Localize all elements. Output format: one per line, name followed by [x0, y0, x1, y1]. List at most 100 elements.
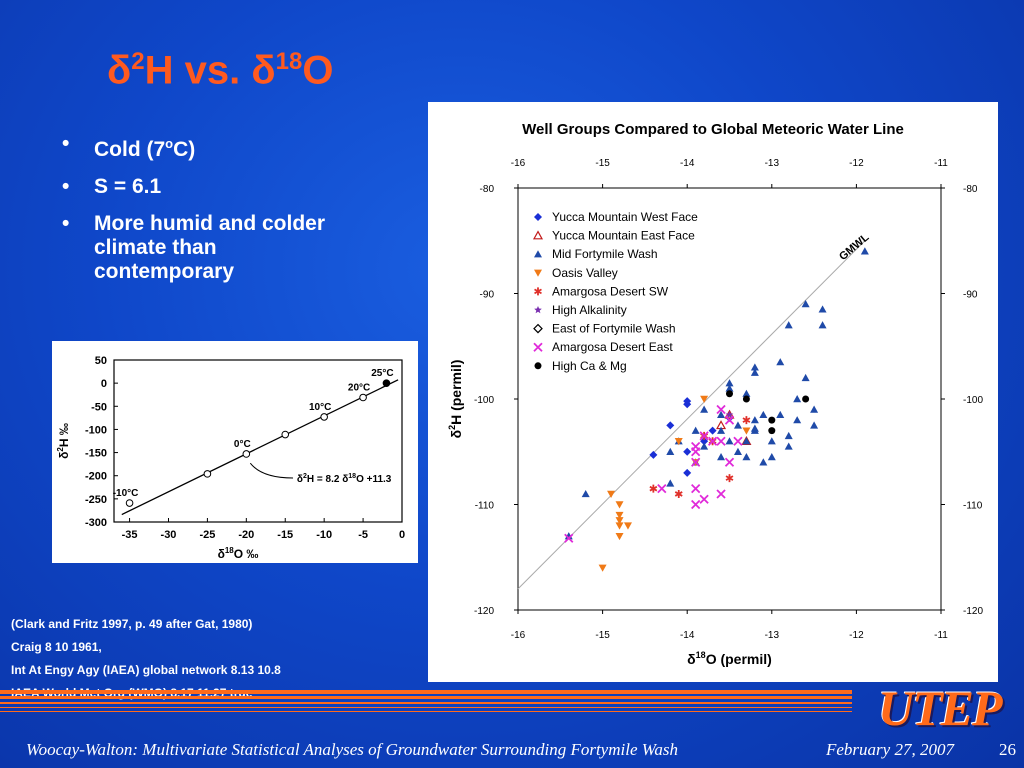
data-point [581, 489, 590, 498]
data-point [801, 373, 810, 382]
data-point [768, 427, 776, 435]
data-point [767, 453, 776, 461]
data-point [699, 494, 709, 504]
data-point [666, 447, 675, 455]
legend-marker [534, 362, 542, 370]
data-point [691, 447, 701, 457]
inset-x-tick-label: -35 [122, 529, 138, 541]
data-point [691, 484, 701, 494]
legend-marker [533, 323, 543, 334]
data-point [607, 490, 616, 498]
data-point [717, 426, 726, 434]
data-point [759, 458, 768, 466]
data-point [649, 484, 658, 493]
data-point [666, 479, 675, 487]
inset-regression-line [121, 379, 399, 516]
series-3 [598, 395, 751, 572]
data-point [700, 442, 709, 450]
footer-date: February 27, 2007 [826, 740, 954, 759]
legend-marker [534, 287, 542, 296]
x-tick-label-top: -11 [934, 158, 948, 169]
legend-label: Oasis Valley [552, 266, 618, 280]
data-point [717, 453, 726, 461]
x-tick-label-top: -14 [680, 158, 695, 169]
inset-y-tick-label: -250 [85, 494, 107, 506]
reference-line: Int At Engy Agy (IAEA) global network 8.… [11, 663, 281, 677]
data-point [742, 427, 751, 435]
inset-point [382, 379, 391, 387]
data-point [674, 489, 683, 498]
inset-point-label: -10°C [113, 488, 139, 499]
inset-y-tick-label: 50 [95, 355, 107, 367]
bullet-item: • Cold (7oC) [62, 132, 362, 162]
data-point [725, 437, 734, 445]
data-point [716, 489, 726, 499]
data-point [615, 522, 624, 530]
data-point [793, 416, 802, 424]
inset-y-tick-label: -100 [85, 424, 107, 436]
data-point [860, 247, 869, 255]
bullet-dot-icon: • [62, 132, 70, 155]
utep-logo: UTEP [878, 680, 1003, 736]
inset-leader-line [249, 462, 294, 479]
x-axis-label: δ18O (permil) [687, 650, 772, 667]
page-number: 26 [999, 740, 1016, 759]
bullet-dot-icon: • [62, 212, 70, 235]
y-tick-label-right: -100 [963, 395, 983, 406]
legend-marker [534, 250, 542, 258]
bullet-item: • S = 6.1 [62, 175, 362, 199]
series-8 [726, 390, 810, 435]
data-point [750, 368, 759, 376]
bullet-item: • More humid and colder climate than cont… [62, 212, 362, 284]
data-point [674, 438, 683, 446]
inset-point [203, 470, 212, 478]
series-5 [725, 410, 734, 419]
data-point [615, 501, 624, 509]
data-point [784, 431, 793, 440]
data-point [742, 416, 751, 425]
inset-y-tick-label: -150 [85, 448, 107, 460]
data-point [776, 358, 785, 366]
reference-line: (Clark and Fritz 1997, p. 49 after Gat, … [11, 617, 253, 631]
data-point [683, 468, 692, 477]
data-point [750, 424, 759, 432]
data-point [717, 410, 726, 419]
decorative-stripes [0, 690, 852, 728]
legend-label: Yucca Mountain East Face [552, 229, 695, 243]
gmwl-line [517, 240, 866, 590]
inset-y-tick-label: 0 [101, 378, 107, 390]
bullet-list: • Cold (7oC) • S = 6.1 • More humid and col… [62, 132, 362, 297]
legend-marker [534, 269, 542, 277]
data-point [776, 410, 785, 419]
data-point [725, 384, 734, 392]
legend-label: East of Fortymile Wash [552, 322, 676, 336]
data-point [564, 533, 574, 543]
data-point [733, 447, 742, 455]
legend-label: High Ca & Mg [552, 359, 627, 373]
x-tick-label-top: -13 [765, 158, 780, 169]
data-point [759, 410, 768, 419]
data-point [733, 421, 742, 429]
data-point [750, 363, 759, 371]
data-point [725, 410, 734, 419]
legend-marker [534, 306, 542, 314]
data-point [793, 395, 802, 403]
inset-x-tick-label: -5 [358, 529, 368, 541]
inset-point-label: 0°C [234, 439, 251, 450]
data-point [615, 532, 624, 541]
data-point [726, 390, 733, 398]
inset-x-axis-label: δ18O ‰ [218, 546, 259, 561]
data-point [708, 426, 717, 435]
data-point [691, 426, 700, 434]
gmwl-label: GMWL [837, 231, 872, 263]
legend-marker [533, 342, 543, 352]
y-tick-label-left: -90 [480, 290, 495, 301]
data-point [801, 300, 810, 308]
y-tick-label-left: -120 [474, 606, 494, 617]
inset-point-label: 25°C [371, 368, 393, 379]
data-point [742, 389, 751, 397]
bullet-text: More humid and colder climate than conte… [94, 212, 326, 283]
legend-label: Yucca Mountain West Face [552, 210, 698, 224]
data-point [699, 431, 709, 441]
data-point [615, 517, 624, 525]
